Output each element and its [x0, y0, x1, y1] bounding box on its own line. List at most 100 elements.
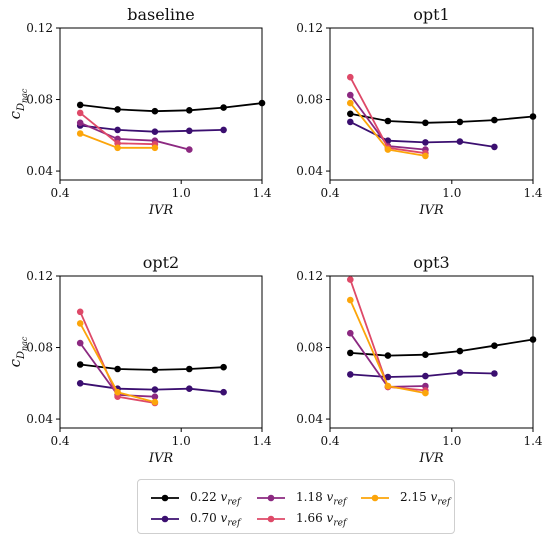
- data-point: [422, 152, 429, 160]
- data-point: [76, 109, 84, 117]
- legend-label: 2.15 vref: [400, 490, 451, 508]
- legend-label: 0.22 vref: [190, 490, 241, 508]
- data-point: [76, 380, 84, 387]
- data-point: [384, 352, 392, 359]
- data-point: [151, 144, 159, 152]
- data-point: [347, 371, 354, 378]
- x-tick-label: 1.4: [523, 186, 542, 200]
- x-axis-label: IVR: [148, 203, 174, 218]
- y-tick-label: 0.12: [26, 21, 53, 35]
- data-point: [347, 110, 354, 118]
- legend-item: 1.66 vref: [256, 509, 351, 529]
- data-point: [422, 372, 429, 380]
- data-point: [347, 349, 354, 357]
- series-line-0: [80, 102, 263, 113]
- legend: 0.22 vref 1.18 vref 2.15 vref 0.70 vref 1.66…: [137, 479, 455, 534]
- data-point: [151, 107, 159, 115]
- plot-frame: [329, 27, 534, 181]
- data-point: [151, 398, 159, 406]
- x-tick-label: 1.4: [523, 434, 542, 448]
- legend-item: 2.15 vref: [360, 488, 455, 508]
- y-tick-label: 0.08: [26, 93, 53, 107]
- data-point: [491, 143, 498, 151]
- data-point: [186, 385, 193, 393]
- data-point: [186, 107, 193, 114]
- data-point: [422, 351, 429, 359]
- panel-title: opt1: [413, 5, 449, 24]
- data-point: [491, 370, 498, 377]
- x-tick-label: 0.4: [50, 434, 69, 448]
- y-tick-label: 0.08: [296, 341, 323, 355]
- panel-opt1: opt1 0.4 1.0 1.4 0.04 0.08 0.12 IVR: [296, 5, 543, 218]
- data-point: [456, 347, 464, 355]
- data-point: [151, 128, 159, 135]
- data-point: [151, 393, 159, 401]
- data-point: [151, 386, 159, 393]
- data-point: [491, 116, 498, 124]
- legend-marker: [151, 515, 179, 523]
- plot-frame: [329, 275, 534, 429]
- data-point: [422, 389, 429, 397]
- data-point: [347, 91, 354, 99]
- data-point: [186, 365, 193, 373]
- y-tick-label: 0.12: [296, 21, 323, 35]
- legend-label: 1.66 vref: [296, 511, 347, 529]
- x-tick-label: 1.0: [172, 434, 191, 448]
- x-tick-label: 0.4: [50, 186, 69, 200]
- data-point: [220, 126, 227, 134]
- data-point: [220, 104, 227, 111]
- data-point: [186, 127, 193, 135]
- series-line-0: [350, 112, 534, 124]
- legend-marker: [151, 494, 179, 502]
- data-point: [384, 117, 392, 125]
- data-point: [114, 106, 121, 113]
- legend-item: 1.18 vref: [256, 488, 351, 508]
- series-line-2: [79, 121, 190, 151]
- x-axis-label: IVR: [418, 203, 444, 218]
- legend-label: 1.18 vref: [296, 490, 347, 508]
- data-point: [347, 276, 354, 283]
- data-point: [220, 388, 227, 396]
- legend-label: 0.70 vref: [190, 511, 241, 529]
- x-axis-label: IVR: [418, 451, 444, 466]
- data-point: [76, 101, 84, 109]
- data-point: [422, 119, 429, 127]
- data-point: [456, 369, 464, 376]
- x-tick-label: 1.0: [442, 186, 461, 200]
- data-point: [456, 138, 464, 145]
- y-tick-label: 0.12: [26, 269, 53, 283]
- data-point: [76, 361, 84, 368]
- y-tick-label: 0.04: [26, 412, 53, 426]
- x-tick-label: 1.4: [252, 434, 271, 448]
- y-tick-label: 0.04: [296, 164, 323, 178]
- data-point: [347, 99, 354, 107]
- data-point: [384, 146, 392, 153]
- panel-opt3: opt3 0.4 1.0 1.4 0.04 0.08 0.12 IVR: [296, 253, 543, 466]
- x-tick-label: 1.4: [252, 186, 271, 200]
- panel-baseline: baseline 0.4 1.0 1.4 0.04 0.08 0.12 IVR cDnac: [6, 5, 272, 218]
- data-point: [347, 73, 354, 81]
- data-point: [76, 339, 84, 347]
- data-point: [76, 308, 84, 316]
- legend-marker: [257, 494, 285, 502]
- data-point: [529, 336, 537, 343]
- data-point: [384, 373, 392, 381]
- data-point: [76, 119, 84, 127]
- data-point: [114, 388, 121, 396]
- data-point: [456, 118, 464, 126]
- legend-item: 0.22 vref: [150, 488, 245, 508]
- data-point: [186, 146, 193, 153]
- y-tick-label: 0.12: [296, 269, 323, 283]
- y-tick-label: 0.04: [296, 412, 323, 426]
- series-line-0: [350, 338, 534, 357]
- y-axis-label: cDnac: [6, 336, 29, 367]
- legend-marker: [257, 515, 285, 523]
- x-tick-label: 1.0: [442, 434, 461, 448]
- y-tick-label: 0.04: [26, 164, 53, 178]
- legend-item: 0.70 vref: [150, 509, 245, 529]
- data-point: [384, 382, 392, 390]
- x-axis-label: IVR: [148, 451, 174, 466]
- data-point: [76, 320, 84, 327]
- x-tick-label: 0.4: [320, 186, 339, 200]
